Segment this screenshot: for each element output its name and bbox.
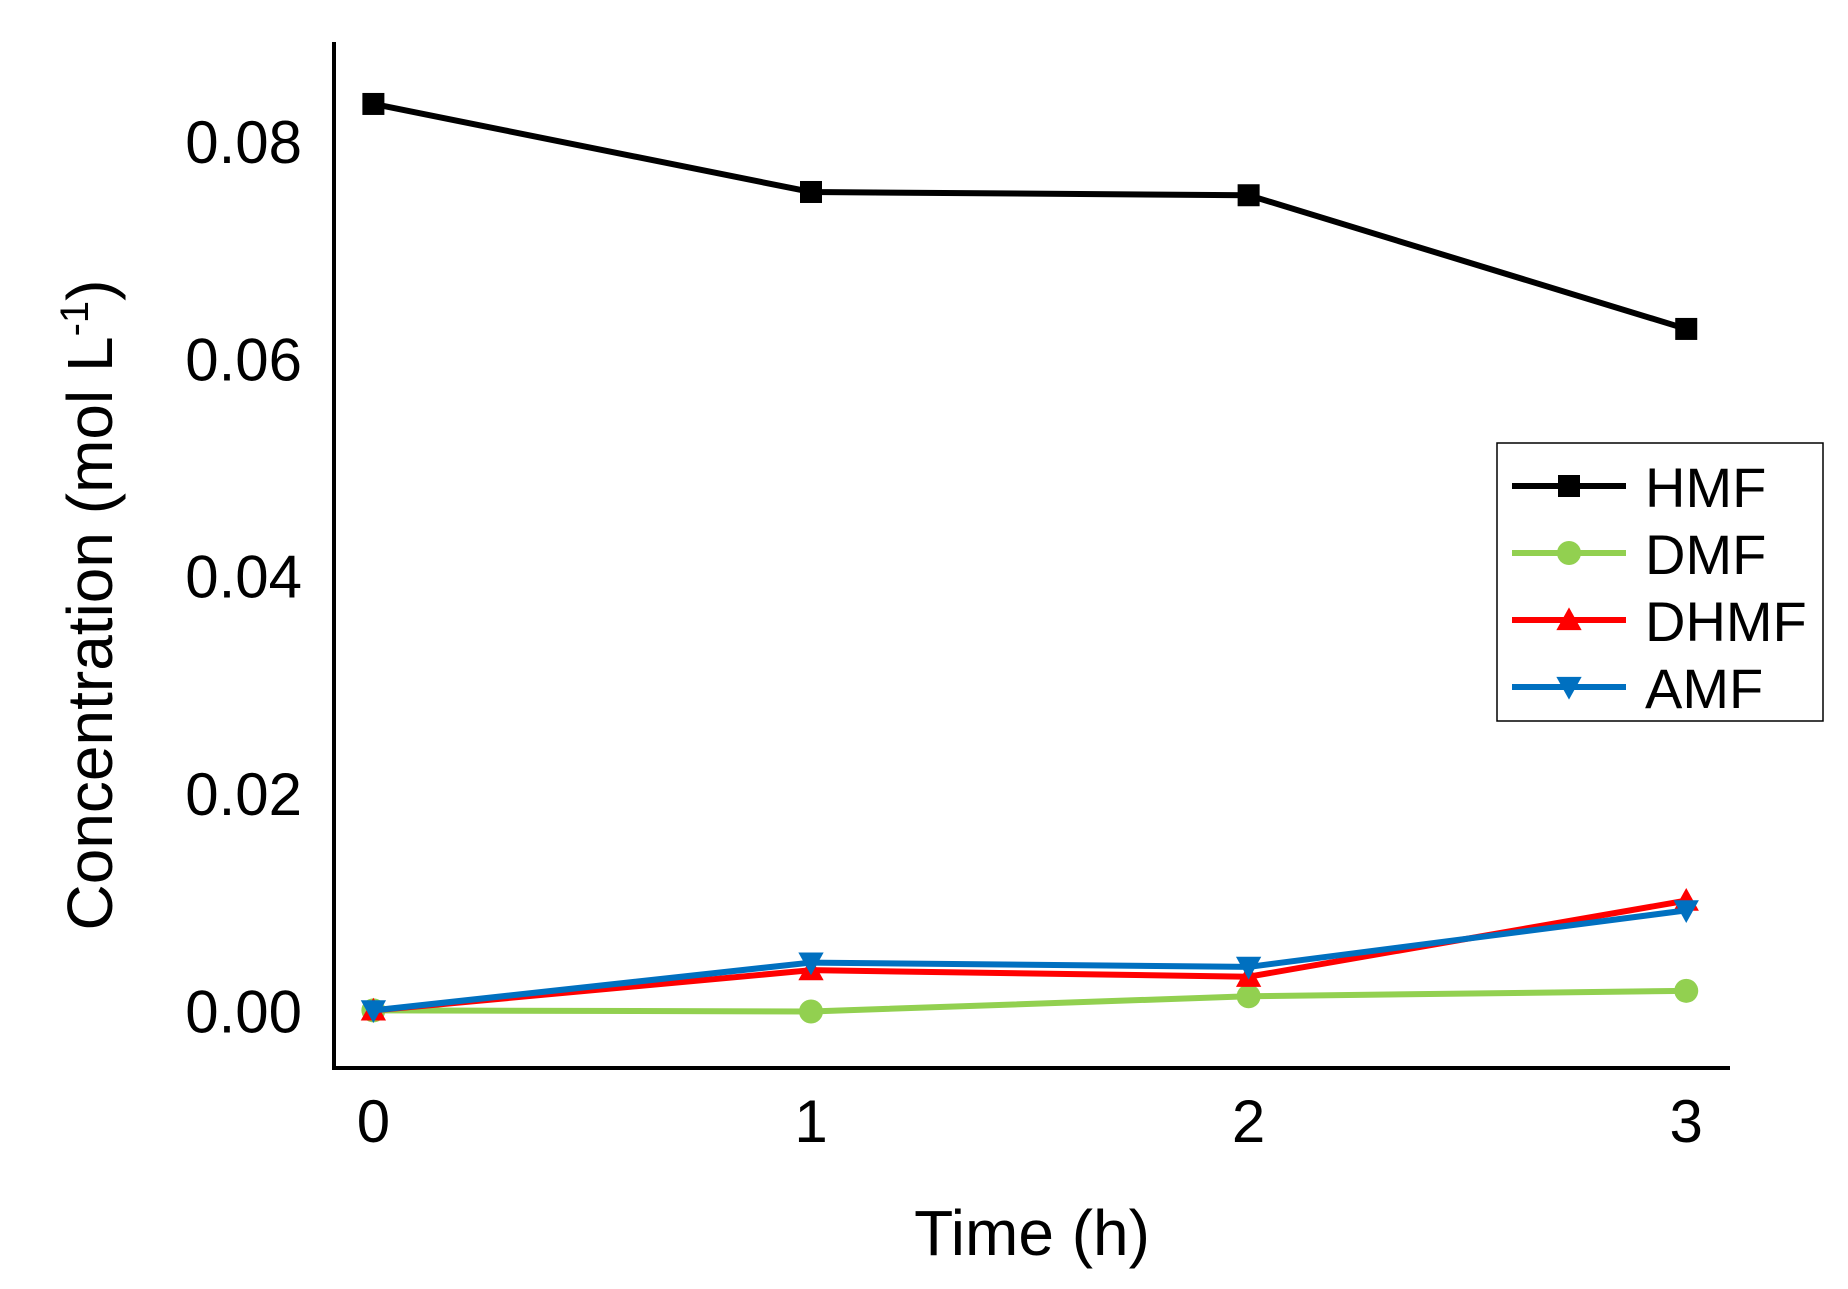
y-tick-label: 0.08: [185, 109, 302, 176]
series-amf: [360, 900, 1699, 1024]
data-point-hmf: [362, 92, 385, 115]
legend-marker-amf: [1556, 676, 1582, 700]
data-point-hmf: [1675, 317, 1698, 340]
legend-item-amf: AMF: [1512, 657, 1763, 720]
x-axis-title: Time (h): [914, 1197, 1150, 1269]
data-point-hmf: [1237, 184, 1260, 207]
y-axis-title-main: Concentration (mol L: [54, 336, 126, 930]
legend-label-amf: AMF: [1645, 657, 1763, 720]
axes: [332, 42, 1730, 1070]
x-tick-label: 0: [357, 1088, 390, 1155]
series-line-hmf: [372, 101, 1688, 332]
legend-marker-dmf: [1557, 541, 1581, 565]
series: [360, 92, 1699, 1024]
data-point-amf: [360, 1000, 387, 1024]
x-tick-labels: 0 1 2 3: [357, 1088, 1703, 1155]
x-tick-label: 1: [794, 1088, 827, 1155]
legend-item-dhmf: DHMF: [1512, 590, 1807, 653]
data-point-dmf: [799, 999, 824, 1024]
series-hmf: [362, 92, 1698, 340]
y-axis-title: Concentration (mol L-1): [53, 280, 126, 931]
series-line-dmf: [373, 987, 1687, 1015]
legend-marker-hmf: [1558, 475, 1580, 497]
legend-label-dmf: DMF: [1645, 523, 1766, 586]
legend-label-hmf: HMF: [1645, 456, 1766, 519]
series-dhmf: [360, 887, 1699, 1021]
series-dmf: [361, 978, 1699, 1024]
x-tick-label: 2: [1232, 1088, 1265, 1155]
legend-item-dmf: DMF: [1512, 523, 1766, 586]
series-line-amf: [373, 907, 1687, 1014]
legend-marker-dhmf: [1556, 607, 1582, 631]
y-tick-label: 0.02: [185, 761, 302, 828]
legend-label-dhmf: DHMF: [1645, 590, 1807, 653]
x-tick-label: 3: [1670, 1088, 1703, 1155]
y-tick-label: 0.00: [185, 978, 302, 1045]
legend-box: [1496, 442, 1824, 722]
y-tick-labels: 0.00 0.02 0.04 0.06 0.08: [185, 109, 302, 1045]
y-axis-title-superscript: -1: [53, 301, 97, 337]
data-point-hmf: [800, 180, 823, 203]
y-tick-label: 0.04: [185, 544, 302, 611]
data-point-amf: [798, 952, 824, 976]
y-tick-label: 0.06: [185, 326, 302, 393]
legend-item-hmf: HMF: [1512, 456, 1766, 519]
y-axis-title-close: ): [54, 280, 126, 301]
data-point-amf: [1673, 900, 1699, 924]
data-point-dmf: [1674, 978, 1699, 1003]
data-point-amf: [1235, 956, 1262, 980]
data-point-dmf: [1236, 984, 1261, 1009]
